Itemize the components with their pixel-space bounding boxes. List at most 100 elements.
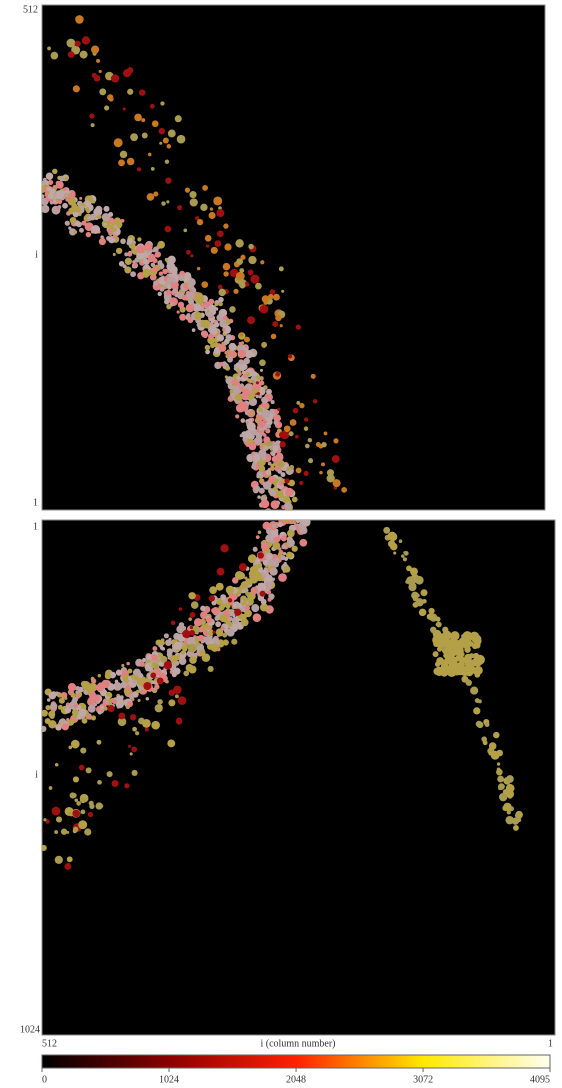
- speckle: [257, 418, 261, 422]
- speckle: [31, 717, 38, 724]
- speckle: [269, 409, 273, 413]
- speckle: [130, 133, 138, 141]
- speckle: [56, 181, 64, 189]
- speckle: [241, 368, 245, 372]
- speckle: [41, 205, 49, 213]
- speckle: [257, 583, 266, 592]
- speckle: [512, 818, 519, 825]
- speckle: [114, 138, 123, 147]
- speckle: [99, 70, 102, 73]
- speckle: [80, 797, 86, 803]
- speckle: [106, 236, 111, 241]
- speckle: [411, 570, 417, 576]
- speckle: [260, 305, 269, 314]
- speckle: [250, 575, 258, 583]
- speckle: [305, 444, 310, 449]
- speckle: [58, 200, 63, 205]
- speckle: [152, 266, 158, 272]
- speckle: [188, 644, 197, 653]
- speckle: [139, 89, 145, 95]
- speckle: [165, 226, 172, 233]
- speckle: [324, 432, 328, 436]
- speckle: [265, 508, 272, 515]
- speckle: [383, 527, 390, 534]
- speckle: [191, 601, 199, 609]
- speckle: [150, 673, 156, 679]
- speckle: [100, 706, 104, 710]
- speckle: [465, 663, 473, 671]
- speckle: [225, 366, 230, 371]
- speckle: [333, 438, 338, 443]
- speckle: [152, 249, 155, 252]
- speckle: [223, 639, 229, 645]
- speckle: [430, 627, 436, 633]
- speckle: [153, 191, 158, 196]
- speckle: [401, 554, 404, 557]
- speckle: [241, 418, 246, 423]
- speckle: [303, 471, 308, 476]
- speckle: [266, 469, 271, 474]
- speckle: [267, 441, 273, 447]
- speckle: [175, 115, 182, 122]
- speckle: [432, 635, 441, 644]
- speckle: [272, 542, 280, 550]
- speckle: [321, 442, 326, 447]
- speckle: [159, 128, 165, 134]
- speckle: [127, 67, 133, 73]
- speckle: [178, 696, 187, 705]
- speckle: [108, 212, 113, 217]
- speckle: [86, 767, 92, 773]
- speckle: [251, 464, 256, 469]
- speckle: [171, 621, 176, 626]
- speckle: [435, 667, 444, 676]
- speckle: [69, 192, 75, 198]
- speckle: [151, 654, 158, 661]
- speckle: [155, 664, 160, 669]
- speckle: [75, 15, 84, 24]
- speckle: [28, 181, 32, 185]
- speckle: [206, 617, 212, 623]
- speckle: [260, 591, 266, 597]
- speckle: [132, 263, 137, 268]
- speckle: [321, 462, 325, 466]
- speckle: [289, 465, 294, 470]
- speckle: [277, 461, 284, 468]
- speckle: [493, 732, 499, 738]
- speckle: [498, 787, 501, 790]
- speckle: [63, 187, 67, 191]
- speckle: [78, 709, 86, 717]
- speckle: [134, 114, 142, 122]
- speckle: [169, 689, 175, 695]
- speckle: [220, 594, 226, 600]
- speckle: [202, 185, 208, 191]
- speckle: [107, 228, 112, 233]
- speckle: [261, 499, 270, 508]
- speckle: [68, 51, 75, 58]
- speckle: [327, 469, 334, 476]
- speckle: [131, 747, 137, 753]
- speckle: [181, 651, 185, 655]
- speckle: [188, 617, 192, 621]
- speckle: [88, 812, 93, 817]
- speckle: [182, 630, 190, 638]
- speckle: [477, 669, 482, 674]
- speckle: [280, 441, 286, 447]
- speckle: [250, 411, 254, 415]
- speckle: [243, 374, 247, 378]
- speckle: [104, 206, 110, 212]
- speckle: [290, 419, 297, 426]
- speckle: [419, 609, 427, 617]
- speckle: [91, 46, 99, 54]
- speckle: [403, 551, 406, 554]
- speckle: [105, 673, 112, 680]
- speckle: [240, 403, 249, 412]
- speckle: [250, 352, 255, 357]
- speckle: [161, 647, 165, 651]
- speckle: [98, 674, 101, 677]
- speckle: [236, 376, 239, 379]
- speckle: [173, 668, 180, 675]
- speckle: [205, 345, 210, 350]
- speckle: [177, 205, 182, 210]
- speckle: [37, 182, 41, 186]
- speckle: [148, 153, 152, 157]
